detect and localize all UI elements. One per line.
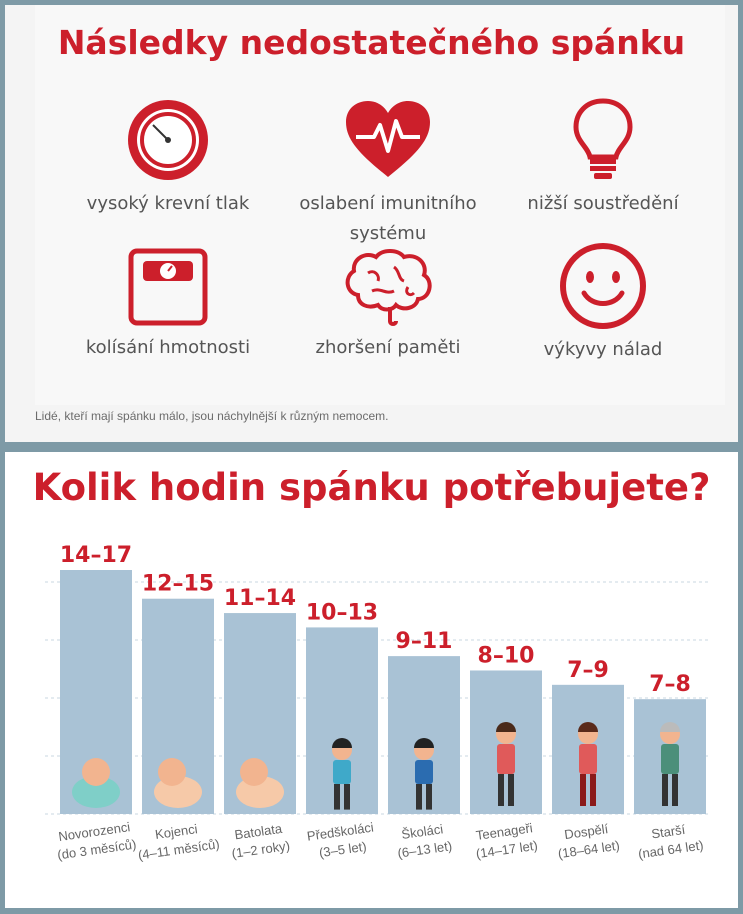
sleep-chart-panel: Kolik hodin spánku potřebujete? 14–17 Nov… — [5, 452, 738, 908]
figure-leg — [416, 784, 422, 810]
consequences-panel: Následky nedostatečného spánku vysoký kr… — [5, 5, 738, 442]
effect-item: nižší soustředění — [498, 95, 708, 219]
caption: Lidé, kteří mají spánku málo, jsou náchy… — [35, 409, 389, 423]
data-label: 9–11 — [396, 629, 453, 654]
figure-leg — [344, 784, 350, 810]
effect-label: oslabení imunitního systému — [299, 193, 477, 244]
category-sublabel: (nad 64 let) — [637, 837, 704, 861]
data-label: 12–15 — [142, 572, 214, 597]
effect-label: nižší soustředění — [527, 193, 679, 214]
effect-label: vysoký krevní tlak — [86, 193, 250, 214]
data-label: 11–14 — [224, 586, 296, 611]
figure-head — [158, 758, 186, 786]
brain-icon — [345, 249, 432, 326]
data-label: 7–8 — [649, 672, 691, 697]
figure-head — [240, 758, 268, 786]
data-label: 10–13 — [306, 600, 378, 625]
smiley-icon — [560, 243, 646, 329]
category-sublabel: (4–11 měsíců) — [137, 836, 220, 862]
figure-torso — [661, 744, 679, 774]
bar — [388, 656, 460, 814]
category-label: Starší — [650, 822, 686, 842]
category-label: Kojenci — [154, 821, 198, 842]
bar — [306, 627, 378, 814]
category-label: Dospělí — [563, 821, 609, 842]
speedometer-icon — [128, 100, 208, 180]
figure-torso — [415, 760, 433, 784]
effect-item: výkyvy nálad — [498, 241, 708, 365]
effect-item: vysoký krevní tlak — [63, 95, 273, 219]
category-label: Školáci — [400, 821, 444, 842]
figure-torso — [497, 744, 515, 774]
figure-leg — [580, 774, 586, 806]
consequences-title: Následky nedostatečného spánku — [57, 23, 686, 62]
figure-head — [82, 758, 110, 786]
heart-pulse-icon — [346, 101, 430, 177]
lightbulb-icon — [573, 98, 633, 179]
data-label: 8–10 — [478, 643, 535, 668]
figure-leg — [672, 774, 678, 806]
effect-item: zhoršení paměti — [283, 245, 493, 363]
figure-hair — [660, 722, 680, 732]
effect-label: zhoršení paměti — [315, 337, 461, 358]
figure-hair — [578, 722, 598, 732]
data-label: 14–17 — [60, 543, 132, 568]
figure-hair — [414, 738, 434, 748]
category-sublabel: (3–5 let) — [318, 839, 367, 860]
figure-leg — [426, 784, 432, 810]
panel-background — [35, 5, 725, 405]
effect-label: výkyvy nálad — [543, 339, 663, 360]
data-label: 7–9 — [567, 658, 609, 683]
figure-torso — [579, 744, 597, 774]
figure-leg — [498, 774, 504, 806]
figure-body — [72, 776, 120, 808]
effect-item: kolísání hmotnosti — [63, 245, 273, 363]
figure-leg — [508, 774, 514, 806]
figure-hair — [332, 738, 352, 748]
chart-title: Kolik hodin spánku potřebujete? — [32, 466, 711, 509]
effect-label: kolísání hmotnosti — [85, 337, 251, 358]
figure-leg — [590, 774, 596, 806]
figure-torso — [333, 760, 351, 784]
figure-leg — [334, 784, 340, 810]
figure-leg — [662, 774, 668, 806]
figure-hair — [496, 722, 516, 732]
effect-item: oslabení imunitního systému — [283, 95, 493, 249]
scale-icon — [128, 248, 208, 326]
category-label: Batolata — [234, 821, 284, 843]
